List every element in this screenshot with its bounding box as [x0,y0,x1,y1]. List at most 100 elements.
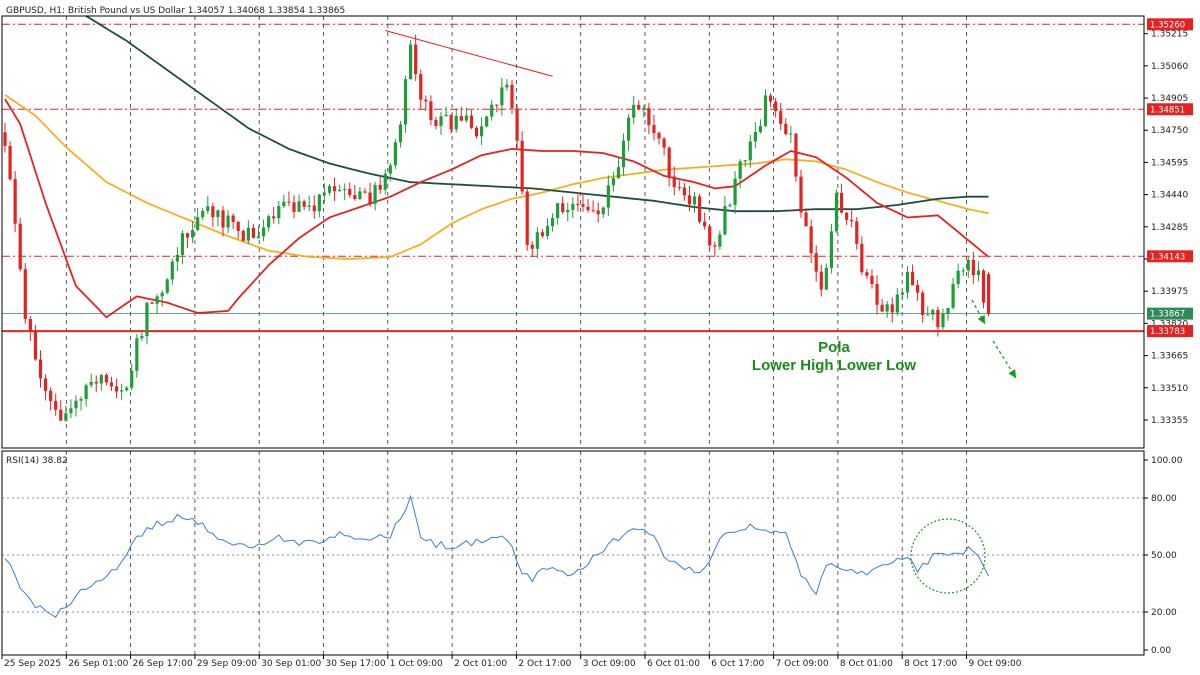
price-badge [1147,18,1193,31]
candle-body [495,104,499,106]
candle-body [627,117,631,141]
candle-body [870,275,874,285]
candle-body [961,270,965,272]
candle-body [951,283,955,308]
projection-arrow-1 [971,299,986,325]
candle-body [637,104,641,110]
candle-body [358,191,362,200]
candle-body [677,187,681,189]
candle-body [348,189,352,196]
y-tick-label: 1.34905 [1151,94,1188,104]
candle-body [368,192,372,204]
y-tick-label: 1.34285 [1151,223,1188,233]
candle-body [114,386,119,392]
candle-body [429,101,433,120]
candle-body [682,187,686,196]
candle-body [216,210,220,218]
ma-red-line [4,98,990,319]
candle-body [829,231,834,268]
candle-body [520,140,524,192]
rsi-panel-frame [1,450,1145,656]
rsi-highlight-circle [910,518,986,594]
candle-body [89,381,93,386]
candle-body [936,310,940,328]
candle-body [160,292,164,297]
x-tick-label: 2 Oct 01:00 [454,659,507,669]
y-tick-label: 1.33355 [1151,416,1188,426]
candle-body [718,234,722,247]
candle-body [150,302,154,304]
annotation-line-2: Lower High Lower Low [752,357,916,374]
price-badge-label: 1.33783 [1150,327,1185,337]
candle-body [910,271,915,286]
candle-body [606,185,610,208]
candle-body [201,210,205,218]
candle-body [561,203,565,213]
candle-body [774,101,778,111]
candle-body [454,116,458,130]
candle-body [120,390,124,392]
candle-body [586,206,590,211]
candle-body [140,336,144,339]
candle-body [540,232,545,236]
chart-title: GBPUSD, H1: British Pound vs US Dollar 1… [6,6,345,16]
candle-body [322,192,327,195]
candle-body [292,202,296,212]
candle-body [282,201,286,207]
candle-body [850,219,854,222]
x-tick-label: 2 Oct 17:00 [518,659,571,669]
candle-body [530,244,534,249]
candle-body [581,204,585,207]
x-tick-label: 8 Oct 17:00 [904,659,957,669]
candle-body [956,270,960,284]
price-badge [1147,250,1193,263]
candle-body [236,221,240,231]
trendline-lower-high [385,30,553,77]
candle-body [338,189,342,192]
candle-body [697,196,702,222]
candle-body [49,390,53,401]
candle-body [566,210,570,213]
candle-body [885,304,889,312]
candle-body [251,227,256,238]
rsi-title: RSI(14) 38.82 [6,456,68,466]
candle-body [8,145,12,180]
candle-body [383,173,387,190]
candle-body [966,259,970,271]
x-tick-label: 26 Sep 01:00 [68,659,128,669]
candle-body [981,270,986,303]
price-badge [1147,103,1193,116]
x-tick-label: 7 Oct 09:00 [776,659,829,669]
candle-body [505,84,509,88]
x-tick-label: 8 Oct 01:00 [840,659,893,669]
projection-arrow-1-head [977,315,985,324]
candle-body [986,274,991,315]
candle-body [692,196,697,205]
candle-body [703,221,707,227]
candle-body [170,261,174,280]
candle-body [576,203,580,205]
candle-body [211,206,215,218]
candle-body [378,184,382,190]
y-tick-label: 1.34595 [1151,158,1188,168]
y-tick-label: 1.34440 [1151,191,1188,201]
y-tick-label: 1.34750 [1151,126,1188,136]
rsi-y-tick-label: 20.00 [1151,608,1177,618]
price-badge [1147,325,1193,338]
candle-body [642,108,646,110]
candle-body [226,215,230,228]
candle-body [130,370,134,388]
candle-body [109,382,114,387]
candle-body [241,230,245,241]
y-tick-label: 1.33665 [1151,352,1188,362]
candle-body [459,116,463,121]
candle-body [84,385,88,400]
candle-body [616,167,621,179]
candle-body [515,108,519,141]
candle-body [890,304,894,313]
price-badge-label: 1.33867 [1150,310,1185,320]
candle-body [221,210,225,228]
candle-body [327,186,332,193]
